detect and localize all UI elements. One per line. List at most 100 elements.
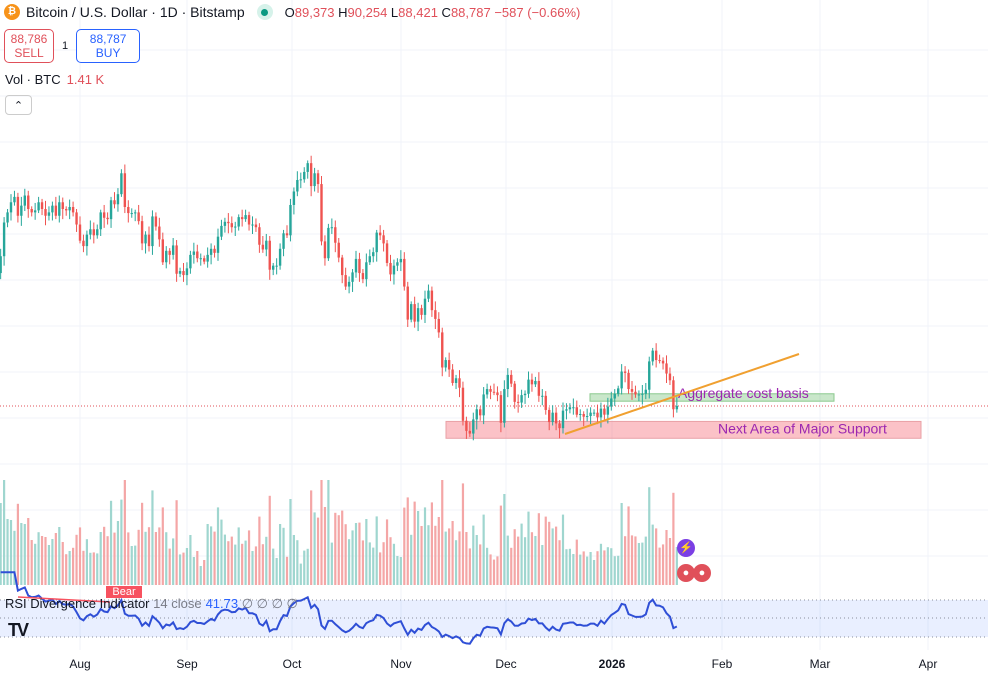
volume-bar [68,551,71,585]
candle [472,419,475,434]
volume-bar [199,566,202,585]
symbol-header: ₿ Bitcoin / U.S. Dollar · 1D · Bitstamp … [4,4,580,20]
volume-bar [34,543,37,585]
volume-bar [82,550,85,585]
volume-bar [675,547,678,585]
volume-bar [292,535,295,585]
volume-bar [289,499,292,585]
candle [309,163,313,187]
candle [516,401,520,403]
candle [292,191,296,205]
volume-bar [582,551,585,585]
volume-bar [413,501,416,585]
volume-bar [58,527,61,585]
volume-bar [382,542,385,585]
volume-bar [658,547,661,585]
candle [623,371,627,373]
candle [237,217,240,227]
volume-bar [499,505,502,585]
candle [37,202,40,211]
candle [341,257,344,276]
volume-bar [399,557,402,585]
volume-bar [334,512,337,585]
volume-bar [96,553,99,585]
volume-bar [365,519,368,585]
volume-bar [441,480,444,585]
candle [554,412,558,424]
tradingview-logo: TV [8,620,29,640]
volume-bar [116,521,120,585]
candle [630,389,634,392]
candle [468,430,472,434]
volume-bar [634,536,637,585]
candle [316,173,320,185]
rsi-line [0,571,678,645]
candle [589,412,592,417]
candle [44,209,47,216]
candle [82,240,85,247]
volume-bar [665,530,668,585]
volume-bar [358,522,361,585]
volume-bar [403,507,406,585]
candle [278,248,282,266]
symbol-title[interactable]: Bitcoin / U.S. Dollar · 1D · Bitstamp [26,4,245,20]
us-flag-event-icon[interactable]: ● [693,564,711,582]
candle [209,248,213,255]
market-status-icon[interactable] [256,4,273,20]
volume-bar [175,500,178,585]
bitcoin-icon: ₿ [4,4,20,20]
candle [189,254,192,269]
candle [65,209,68,211]
volume-bar [279,524,282,585]
volume-bar [168,548,171,585]
volume-bar [551,528,554,585]
volume-bar [9,520,13,585]
volume-bar [13,530,16,585]
volume-bar [316,517,320,585]
volume-bar [461,483,465,585]
volume-bar [389,537,392,585]
candle [558,423,561,429]
volume-bar [296,540,299,585]
volume-bar [109,500,113,585]
candle [2,222,6,257]
candle [461,387,465,421]
candle [458,378,461,388]
candle [410,304,413,320]
candle [347,281,351,287]
volume-bar [479,544,482,585]
volume-bar [72,547,75,585]
candle [627,372,630,390]
candle [185,268,189,276]
volume-bar [392,543,396,585]
candle [303,171,306,180]
volume-bar [341,510,344,585]
volume-bar [265,536,268,585]
candle [130,213,133,215]
volume-bar [120,499,123,585]
candle [251,224,254,226]
candle [78,224,82,241]
candle [513,383,516,402]
volume-bar [603,550,606,585]
sell-button[interactable]: 88,786 SELL [4,29,54,63]
volume-bar [75,534,78,585]
us-flag-event-icon[interactable]: ● [677,564,695,582]
candle [13,196,16,203]
chevron-up-icon[interactable]: ⌃ [5,95,32,115]
candle [358,258,361,274]
cost-basis-label: Aggregate cost basis [678,385,809,401]
volume-bar [27,518,30,585]
volume-bar [617,555,620,585]
volume-bar [410,534,413,585]
volume-bar [206,524,209,585]
buy-button[interactable]: 88,787 BUY [76,29,141,63]
candle [372,252,375,257]
rsi-legend: RSI Divergence Indicator 14 close 41.73 ∅… [5,596,298,611]
candle [285,233,289,236]
candle [489,389,492,392]
candle [506,374,509,390]
volume-bar [555,526,558,585]
lightning-icon[interactable]: ⚡ [677,539,695,557]
